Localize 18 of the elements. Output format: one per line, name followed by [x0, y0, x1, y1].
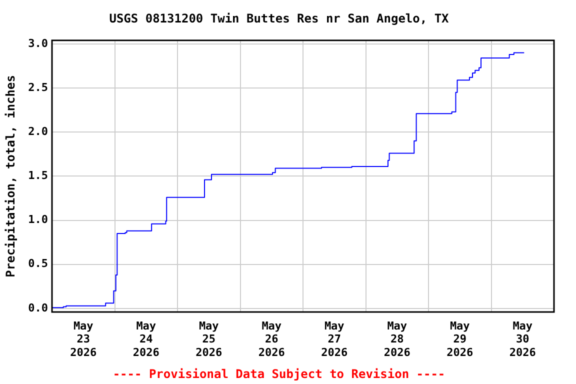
x-tick-label: May 30 2026: [509, 319, 536, 359]
x-tick-label: May 29 2026: [446, 319, 474, 359]
y-tick-label: 2.0: [28, 124, 48, 138]
y-tick-label: 0.0: [28, 301, 48, 314]
x-tick-label: May 28 2026: [384, 319, 411, 359]
x-tick-label: May 23 2026: [70, 319, 97, 359]
y-axis-title: Precipitation, total, inches: [3, 75, 18, 278]
y-tick-label: 1.0: [28, 213, 48, 226]
x-tick-label: May 27 2026: [321, 319, 348, 359]
x-tick-label: May 25 2026: [196, 319, 222, 359]
y-tick-label: 1.5: [28, 169, 48, 182]
y-tick-label: 0.5: [28, 257, 48, 270]
text: ---- Provisional Data Subject to Revision ----: [112, 366, 446, 381]
y-tick-label: 2.5: [28, 80, 48, 94]
chart-title: USGS 08131200 Twin Buttes Res nr San Angelo, TX: [109, 11, 450, 26]
y-tick-label: 3.0: [28, 36, 48, 50]
x-tick-label: May 24 2026: [132, 319, 160, 359]
x-tick-label: May 26 2026: [258, 319, 286, 359]
